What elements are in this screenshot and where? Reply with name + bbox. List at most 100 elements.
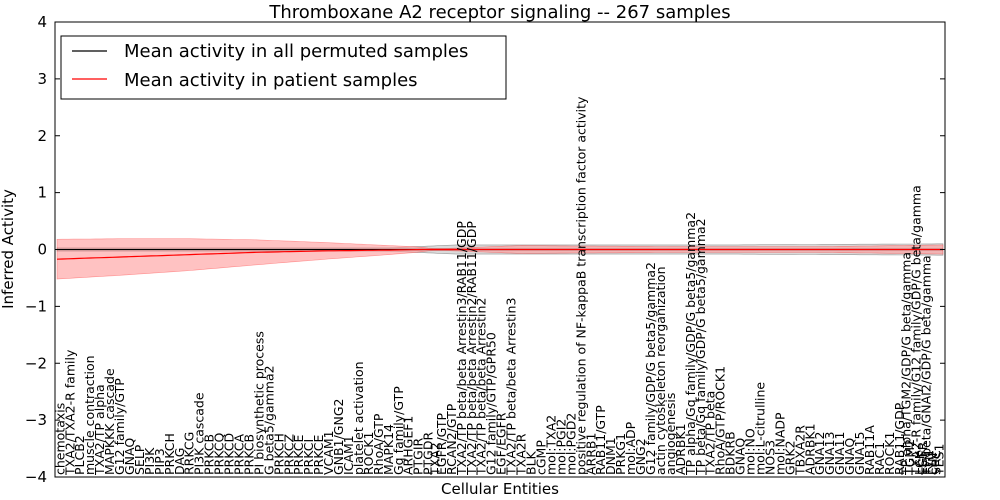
entity-label: LCK — [912, 450, 927, 475]
entity-label: G beta5/gamma2 — [261, 365, 276, 475]
entity-label: RAC1 — [872, 442, 887, 475]
entity-label: G12 family/GTP — [112, 378, 127, 475]
y-tick-label: −4 — [25, 468, 47, 486]
entity-label: EGFR/GTP — [434, 412, 449, 475]
entity-label: FYN — [922, 451, 937, 475]
entity-label: PRKCH — [162, 433, 177, 475]
entity-label: EGFR — [915, 441, 930, 475]
entity-label: GNA12 — [812, 432, 827, 476]
entity-label: PRKCA — [232, 434, 247, 475]
entity-label: GNAQ — [122, 438, 137, 475]
entity-label: BDKRB — [723, 431, 738, 475]
entity-label: PRKCD — [222, 433, 237, 475]
entity-label: TXA2/TP beta — [703, 391, 718, 476]
entity-label: TP beta/Gq family/GDP/G beta5/gamma2 — [693, 218, 708, 476]
entity-label: PTGIR — [411, 437, 426, 475]
entity-label: PI3K — [142, 447, 157, 475]
entity-label: TXA2R — [514, 433, 529, 476]
entity-label: TP alpha/Gq family/GDP/G beta5/gamma2 — [683, 212, 698, 476]
entity-label: PRKCE — [311, 435, 326, 475]
entity-label: PRKCB — [202, 434, 217, 475]
entity-label: TXA2/TP beta/beta Arrestin3 — [504, 298, 519, 476]
entity-label: TGM2 — [902, 439, 917, 476]
entity-label: RhoA/GTP/ROCK1 — [713, 366, 728, 475]
entity-label: PRKCQ — [212, 433, 227, 475]
entity-label: ICAM1 — [341, 435, 356, 475]
entity-label: MAPKKK cascade — [102, 368, 117, 475]
entity-label: ARHGEF1 — [401, 416, 416, 475]
entity-label: PRKCI — [301, 439, 316, 475]
entity-label: RAB11/GDP — [892, 402, 907, 475]
entity-label: PIP3 — [152, 448, 167, 475]
entity-label: TXA2/TXA2-R family — [62, 349, 77, 476]
entity-label: ARRB1 — [583, 433, 598, 475]
entity-label: DAG — [172, 448, 187, 475]
x-axis-label: Cellular Entities — [441, 480, 559, 498]
entity-label: mol:NADP — [772, 412, 787, 475]
entity-label: GNA15 — [852, 432, 867, 476]
y-tick-label: −3 — [25, 411, 47, 429]
entity-label: platelet activation — [351, 361, 366, 475]
entity-label: angiogenesis — [663, 393, 678, 475]
y-tick-label: 3 — [37, 70, 47, 88]
entity-label: mol:TXA2 — [543, 415, 558, 475]
y-tick-label: −2 — [25, 354, 47, 372]
entity-label: PI biosynthetic process — [251, 331, 266, 475]
y-tick-label: 1 — [37, 184, 47, 202]
entity-label: mol:L-citrulline — [753, 382, 768, 475]
entity-label: TP alpha/TGM2/GDP/G beta/gamma — [899, 252, 914, 476]
entity-label: PRKCE — [291, 435, 306, 475]
y-tick-label: 4 — [37, 13, 47, 31]
entity-label: TXA2 — [427, 442, 442, 476]
patient-mean-line — [56, 248, 943, 260]
entity-label: PRKCB — [242, 434, 257, 475]
entity-label: RAB11A — [862, 425, 877, 475]
entity-label: G12 family/GDP/G beta5/gamma2 — [643, 262, 658, 475]
entity-label: YES1 — [932, 444, 947, 476]
entity-label: ROCK1 — [361, 432, 376, 475]
entity-label: RRKCG — [182, 432, 197, 475]
entity-label: GRK2 — [782, 440, 797, 475]
entity-label: PI3K cascade — [192, 392, 207, 475]
entity-label: TXA2/TP beta/beta Arrestin2/RAB11/GDP — [464, 221, 479, 476]
entity-label: EGF/EGFR — [494, 412, 509, 475]
entity-label: RCAN2/GTP — [444, 403, 459, 475]
entity-label: ADRBK1 — [673, 423, 688, 475]
entity-label: VCAM1 — [321, 430, 336, 475]
entity-label: TP beta/GNAI2/GDP/G beta/gamma — [918, 255, 933, 476]
entity-label: chemotaxis — [52, 403, 67, 475]
entity-label: GNAQ — [842, 438, 857, 475]
y-axis-ticks: −4 −3 −2 −1 0 1 2 3 4 — [25, 13, 945, 486]
entity-label: TXA2/TP alpha — [92, 384, 107, 476]
entity-label: MAPK14 — [381, 424, 396, 475]
entity-label: G12 family/GTP/GPR50 — [484, 332, 499, 475]
y-tick-label: 0 — [37, 241, 47, 259]
legend-label-patient: Mean activity in patient samples — [124, 70, 418, 91]
entity-label: Gq family/GTP — [391, 386, 406, 475]
legend-label-permuted: Mean activity in all permuted samples — [124, 41, 468, 62]
entity-label: PTGDR — [421, 432, 436, 475]
entity-label: mol:PGI2 — [553, 419, 568, 475]
entity-label: ADRBK1 — [802, 423, 817, 475]
chart-title: Thromboxane A2 receptor signaling -- 267… — [268, 2, 730, 23]
legend-box — [60, 35, 507, 100]
y-tick-label: −1 — [25, 297, 47, 315]
y-axis-label: Inferred Activity — [0, 189, 17, 309]
entity-label: LYN — [925, 453, 940, 475]
entity-label: SRC — [928, 450, 943, 475]
entity-label: NOS3 — [762, 440, 777, 475]
entity-label: actin cytoskeleton reorganization — [653, 266, 668, 475]
entity-label: PRKCH — [271, 433, 286, 475]
entity-label: DNM1 — [603, 437, 618, 475]
series-lines — [56, 248, 943, 260]
entity-label: PLCB2 — [72, 435, 87, 475]
entity-label: GNA11 — [832, 432, 847, 476]
entity-label: GNA13 — [822, 432, 837, 476]
entity-label: GNB1/GNG2 — [331, 399, 346, 475]
entity-label: TXA2/TP beta/beta Arrestin2 — [474, 298, 489, 476]
entity-label: BLK — [524, 450, 539, 475]
entity-label: RhoA/GTP — [371, 413, 386, 475]
entity-label: ROCK1 — [882, 432, 897, 475]
